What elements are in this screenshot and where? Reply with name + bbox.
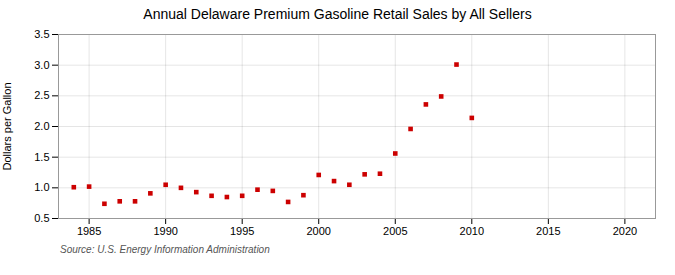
html-text:Source: U.S. Energy Informatio: Source: U.S. Energy Information Administ… [60, 244, 270, 255]
svg-text:2.5: 2.5 [34, 89, 49, 101]
svg-text:3.0: 3.0 [34, 59, 49, 71]
svg-text:Dollars per Gallon: Dollars per Gallon [1, 82, 13, 170]
svg-text:1.0: 1.0 [34, 181, 49, 193]
svg-text:1990: 1990 [153, 225, 177, 237]
html-text:Annual Delaware Premium Gasoli: Annual Delaware Premium Gasoline Retail … [143, 6, 532, 22]
svg-text:2015: 2015 [536, 225, 560, 237]
svg-text:0.5: 0.5 [34, 212, 49, 224]
svg-text:2.0: 2.0 [34, 120, 49, 132]
svg-text:1995: 1995 [230, 225, 254, 237]
svg-text:1.5: 1.5 [34, 151, 49, 163]
svg-text:2010: 2010 [460, 225, 484, 237]
svg-text:1985: 1985 [77, 225, 101, 237]
svg-text:2020: 2020 [613, 225, 637, 237]
svg-text:2005: 2005 [383, 225, 407, 237]
svg-text:3.5: 3.5 [34, 28, 49, 40]
svg-text:2000: 2000 [306, 225, 330, 237]
